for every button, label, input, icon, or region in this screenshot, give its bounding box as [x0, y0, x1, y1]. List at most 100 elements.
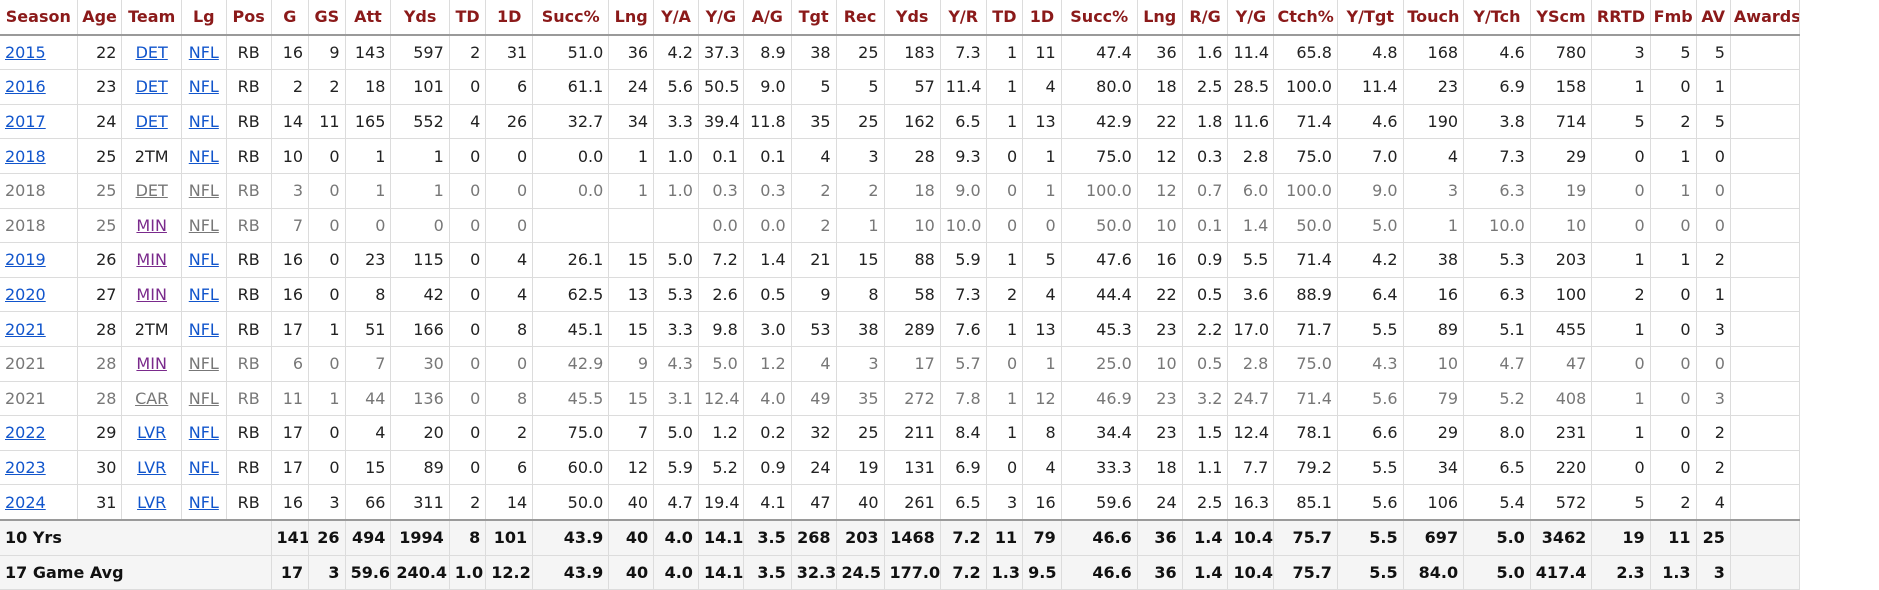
stat-cell: 42.9: [532, 346, 610, 382]
team-link[interactable]: MIN: [136, 215, 167, 235]
column-header[interactable]: Y/R: [940, 0, 987, 36]
stat-cell: 100.0: [1273, 173, 1338, 209]
team-link[interactable]: CAR: [135, 388, 169, 408]
stat-cell: 1: [986, 381, 1024, 417]
season-link[interactable]: 2022: [5, 423, 46, 443]
column-header[interactable]: Touch: [1403, 0, 1465, 36]
column-header[interactable]: Lng: [608, 0, 655, 36]
team-link[interactable]: DET: [135, 77, 168, 97]
league-cell: NFL: [181, 484, 227, 521]
stat-cell: 47.4: [1061, 34, 1138, 71]
season-cell: 2017: [0, 104, 78, 140]
column-header[interactable]: Yds: [884, 0, 941, 36]
awards-cell: [1730, 208, 1801, 244]
column-header[interactable]: Team: [121, 0, 182, 36]
league-link[interactable]: NFL: [188, 319, 219, 339]
stat-cell: 60.0: [532, 450, 610, 486]
column-header[interactable]: Y/Tgt: [1337, 0, 1404, 36]
column-header[interactable]: YScm: [1530, 0, 1593, 36]
column-header[interactable]: Succ%: [532, 0, 610, 36]
column-header[interactable]: Succ%: [1061, 0, 1138, 36]
stat-cell: 4: [485, 242, 534, 278]
age-cell: 25: [77, 208, 123, 244]
season-link[interactable]: 2023: [5, 458, 46, 478]
total-stat-cell: 25: [1696, 518, 1731, 556]
stat-cell: 20: [390, 415, 450, 451]
league-link[interactable]: NFL: [188, 181, 219, 201]
stat-cell: 5.5: [1337, 311, 1404, 347]
team-link[interactable]: MIN: [136, 354, 167, 374]
season-link[interactable]: 2021: [5, 319, 46, 339]
column-header[interactable]: GS: [308, 0, 346, 36]
season-link[interactable]: 2019: [5, 250, 46, 270]
stat-cell: 289: [884, 311, 941, 347]
season-link[interactable]: 2024: [5, 492, 46, 512]
stat-cell: 1: [1022, 138, 1062, 174]
column-header[interactable]: Y/A: [653, 0, 699, 36]
column-header[interactable]: Att: [345, 0, 392, 36]
column-header[interactable]: 1D: [485, 0, 534, 36]
column-header[interactable]: Lg: [181, 0, 227, 36]
column-header[interactable]: G: [271, 0, 310, 36]
awards-cell: [1730, 311, 1801, 347]
column-header[interactable]: Y/Tch: [1463, 0, 1531, 36]
column-header[interactable]: TD: [449, 0, 487, 36]
column-header[interactable]: A/G: [743, 0, 792, 36]
column-header[interactable]: Tgt: [791, 0, 837, 36]
column-header[interactable]: Yds: [390, 0, 450, 36]
column-header[interactable]: Y/G: [1227, 0, 1275, 36]
stat-cell: 51: [345, 311, 392, 347]
stat-cell: 5.0: [698, 346, 744, 382]
team-link[interactable]: LVR: [137, 458, 167, 478]
league-link[interactable]: NFL: [188, 354, 219, 374]
column-header[interactable]: Age: [77, 0, 123, 36]
stat-cell: 66: [345, 484, 392, 521]
column-header[interactable]: Pos: [226, 0, 272, 36]
team-link[interactable]: DET: [135, 112, 168, 132]
column-header[interactable]: Y/G: [698, 0, 744, 36]
league-link[interactable]: NFL: [188, 423, 219, 443]
stat-cell: 4: [1022, 450, 1062, 486]
team-link[interactable]: DET: [135, 181, 168, 201]
column-header[interactable]: Lng: [1137, 0, 1183, 36]
column-header[interactable]: RRTD: [1591, 0, 1651, 36]
league-link[interactable]: NFL: [188, 77, 219, 97]
column-header[interactable]: Fmb: [1650, 0, 1697, 36]
team-link[interactable]: MIN: [136, 285, 167, 305]
league-link[interactable]: NFL: [188, 458, 219, 478]
team-link[interactable]: LVR: [137, 423, 167, 443]
league-link[interactable]: NFL: [188, 42, 219, 62]
league-link[interactable]: NFL: [188, 146, 219, 166]
table-row: 2016 23 DET NFL RB 2 2 18 101 0 6 61.1 24 5.6 50.5 9.0 5…: [0, 69, 1801, 105]
column-header[interactable]: 1D: [1022, 0, 1062, 36]
team-link[interactable]: MIN: [136, 250, 167, 270]
column-header[interactable]: Rec: [836, 0, 885, 36]
total-stat-cell: 3.5: [743, 518, 792, 556]
column-header[interactable]: Season: [0, 0, 78, 36]
league-link[interactable]: NFL: [188, 215, 219, 235]
table-row: 2015 22 DET NFL RB 16 9 143 597 2 31 51.0 36 4.2 37.3 8…: [0, 34, 1801, 71]
column-header[interactable]: R/G: [1182, 0, 1229, 36]
column-header[interactable]: TD: [986, 0, 1024, 36]
season-link[interactable]: 2020: [5, 285, 46, 305]
league-link[interactable]: NFL: [188, 112, 219, 132]
season-link[interactable]: 2015: [5, 42, 46, 62]
position-cell: RB: [226, 242, 272, 278]
league-cell: NFL: [181, 311, 227, 347]
league-link[interactable]: NFL: [188, 492, 219, 512]
season-link[interactable]: 2016: [5, 77, 46, 97]
league-link[interactable]: NFL: [188, 285, 219, 305]
column-header[interactable]: Awards: [1730, 0, 1801, 36]
team-link[interactable]: LVR: [137, 492, 167, 512]
league-link[interactable]: NFL: [188, 250, 219, 270]
season-link[interactable]: 2017: [5, 112, 46, 132]
column-header[interactable]: AV: [1696, 0, 1731, 36]
team-link[interactable]: DET: [135, 42, 168, 62]
league-link[interactable]: NFL: [188, 388, 219, 408]
season-link[interactable]: 2018: [5, 146, 46, 166]
age-cell: 28: [77, 381, 123, 417]
awards-cell: [1730, 415, 1801, 451]
column-header[interactable]: Ctch%: [1273, 0, 1338, 36]
team-cell: 2TM: [121, 138, 182, 174]
league-cell: NFL: [181, 34, 227, 71]
